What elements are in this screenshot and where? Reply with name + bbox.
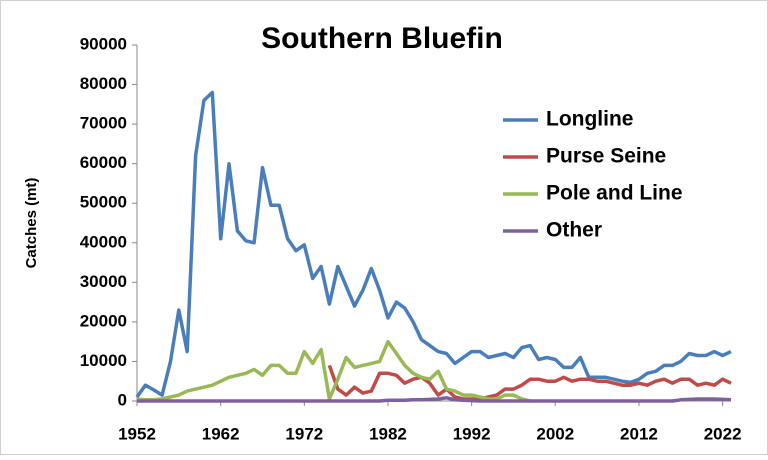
y-tick-label: 30000	[80, 272, 127, 291]
x-tick-label: 1962	[202, 424, 240, 443]
series-line	[137, 396, 732, 403]
y-tick-label: 90000	[80, 34, 127, 53]
x-tick-label: 2022	[704, 424, 742, 443]
legend-label: Purse Seine	[546, 145, 666, 168]
x-tick-label: 1952	[118, 424, 156, 443]
x-tick-label: 1992	[453, 424, 491, 443]
x-tick-label: 1972	[285, 424, 323, 443]
legend-label: Other	[546, 219, 602, 242]
chart-title: Southern Bluefin	[261, 22, 503, 55]
y-tick-label: 60000	[80, 153, 127, 172]
y-tick-label: 70000	[80, 114, 127, 133]
x-tick-label: 2002	[536, 424, 574, 443]
series-line	[136, 339, 531, 403]
x-tick-label: 2012	[620, 424, 658, 443]
x-tick-label: 1982	[369, 424, 407, 443]
series-line	[135, 90, 732, 399]
y-tick-label: 10000	[80, 351, 127, 370]
y-tick-label: 50000	[80, 193, 127, 212]
y-tick-label: 20000	[80, 311, 127, 330]
series-line	[327, 364, 732, 401]
y-tick-label: 80000	[80, 74, 127, 93]
y-tick-label: 40000	[80, 232, 127, 251]
legend-label: Longline	[546, 108, 634, 131]
legend-label: Pole and Line	[546, 182, 683, 205]
y-tick-label: 0	[118, 390, 127, 409]
y-axis-label: Catches (mt)	[23, 178, 40, 269]
